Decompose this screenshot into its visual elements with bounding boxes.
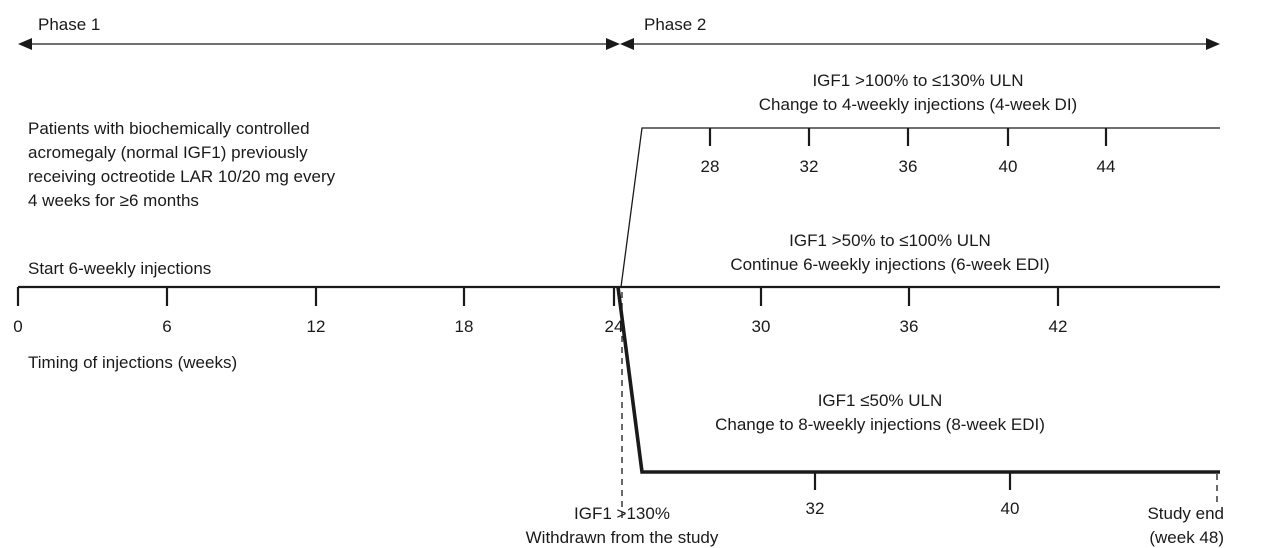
branch-4week-criteria: IGF1 >100% to ≤130% ULN [812,71,1023,90]
main-tick-label-30: 30 [752,317,771,336]
branch-6week-action: Continue 6-weekly injections (6-week EDI… [730,255,1049,274]
main-tick-label-0: 0 [13,317,22,336]
branch-4week-tick-label-44: 44 [1097,157,1116,176]
branch-4week-tick-label-36: 36 [899,157,918,176]
start-label: Start 6-weekly injections [28,259,211,278]
phase1-arrow [18,38,620,50]
main-tick-36: 36 [900,287,919,336]
main-tick-42: 42 [1049,287,1068,336]
patients-line-4: 4 weeks for ≥6 months [28,191,199,210]
patients-line-2: acromegaly (normal IGF1) previously [28,143,308,162]
main-tick-label-6: 6 [162,317,171,336]
branch-8week-tick-32: 32 [806,472,825,518]
study-end-week: (week 48) [1149,528,1224,547]
branch-8week-tick-label-32: 32 [806,499,825,518]
branch-4week-tick-28: 28 [701,128,720,176]
branch-8week-criteria: IGF1 ≤50% ULN [818,391,943,410]
study-end-label: Study end [1147,504,1224,523]
withdrawn-label: Withdrawn from the study [526,528,719,547]
main-tick-18: 18 [455,287,474,336]
patients-line-1: Patients with biochemically controlled [28,119,310,138]
main-tick-label-18: 18 [455,317,474,336]
branch-8week-action: Change to 8-weekly injections (8-week ED… [715,415,1045,434]
timing-label: Timing of injections (weeks) [28,353,237,372]
main-tick-6: 6 [162,287,172,336]
main-tick-0: 0 [13,287,23,336]
branch-8week-line [616,286,1220,474]
branch-6week-criteria: IGF1 >50% to ≤100% ULN [789,231,991,250]
main-tick-label-12: 12 [307,317,326,336]
main-tick-12: 12 [307,287,326,336]
branch-4week-action: Change to 4-weekly injections (4-week DI… [759,95,1077,114]
branch-4week-tick-40: 40 [999,128,1018,176]
phase2-label: Phase 2 [644,15,706,34]
branch-4week-line [620,127,1220,288]
patients-description: Patients with biochemically controlled a… [28,119,336,210]
main-tick-label-36: 36 [900,317,919,336]
main-tick-label-42: 42 [1049,317,1068,336]
branch-4week-tick-label-28: 28 [701,157,720,176]
branch-8week-tick-40: 40 [1001,472,1020,518]
main-tick-24: 24 [605,287,624,336]
branch-4week-tick-label-32: 32 [800,157,819,176]
branch-4week-tick-36: 36 [899,128,918,176]
patients-line-3: receiving octreotide LAR 10/20 mg every [28,167,336,186]
phase1-label: Phase 1 [38,15,100,34]
branch-4week-tick-32: 32 [800,128,819,176]
branch-4week-tick-44: 44 [1097,128,1116,176]
main-tick-30: 30 [752,287,771,336]
phase2-arrow [620,38,1220,50]
branch-8week-tick-label-40: 40 [1001,499,1020,518]
branch-4week-tick-label-40: 40 [999,157,1018,176]
withdrawn-criteria: IGF1 >130% [574,504,670,523]
main-tick-label-24: 24 [605,317,624,336]
